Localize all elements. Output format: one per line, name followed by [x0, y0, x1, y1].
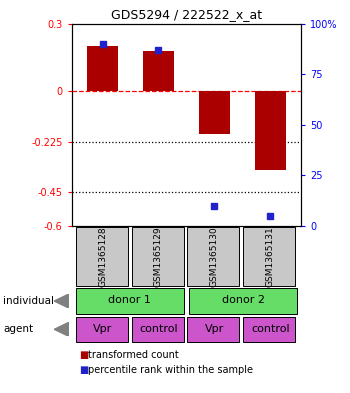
Bar: [132, 227, 184, 286]
Bar: [243, 227, 295, 286]
Text: GSM1365130: GSM1365130: [210, 226, 219, 287]
Text: donor 2: donor 2: [222, 296, 265, 305]
Bar: [189, 288, 297, 314]
Text: ■: ■: [79, 350, 88, 360]
Text: control: control: [251, 324, 289, 334]
Bar: [188, 317, 239, 342]
Bar: [243, 317, 295, 342]
Bar: [143, 51, 174, 91]
Text: control: control: [139, 324, 178, 334]
Bar: [76, 288, 184, 314]
Text: donor 1: donor 1: [108, 296, 151, 305]
Text: percentile rank within the sample: percentile rank within the sample: [88, 365, 252, 375]
Bar: [255, 91, 286, 170]
Bar: [132, 317, 184, 342]
Text: agent: agent: [4, 324, 34, 334]
Text: GSM1365128: GSM1365128: [98, 226, 107, 287]
Text: transformed count: transformed count: [88, 350, 178, 360]
Text: individual: individual: [4, 296, 55, 306]
Bar: [87, 46, 118, 91]
Text: GSM1365131: GSM1365131: [266, 226, 275, 287]
Text: Vpr: Vpr: [205, 324, 224, 334]
Bar: [76, 317, 128, 342]
Bar: [188, 227, 239, 286]
Text: GSM1365129: GSM1365129: [154, 226, 163, 287]
Bar: [76, 227, 128, 286]
Polygon shape: [54, 294, 69, 308]
Bar: [199, 91, 230, 134]
Title: GDS5294 / 222522_x_at: GDS5294 / 222522_x_at: [111, 8, 262, 21]
Polygon shape: [54, 322, 69, 336]
Text: Vpr: Vpr: [93, 324, 112, 334]
Text: ■: ■: [79, 365, 88, 375]
